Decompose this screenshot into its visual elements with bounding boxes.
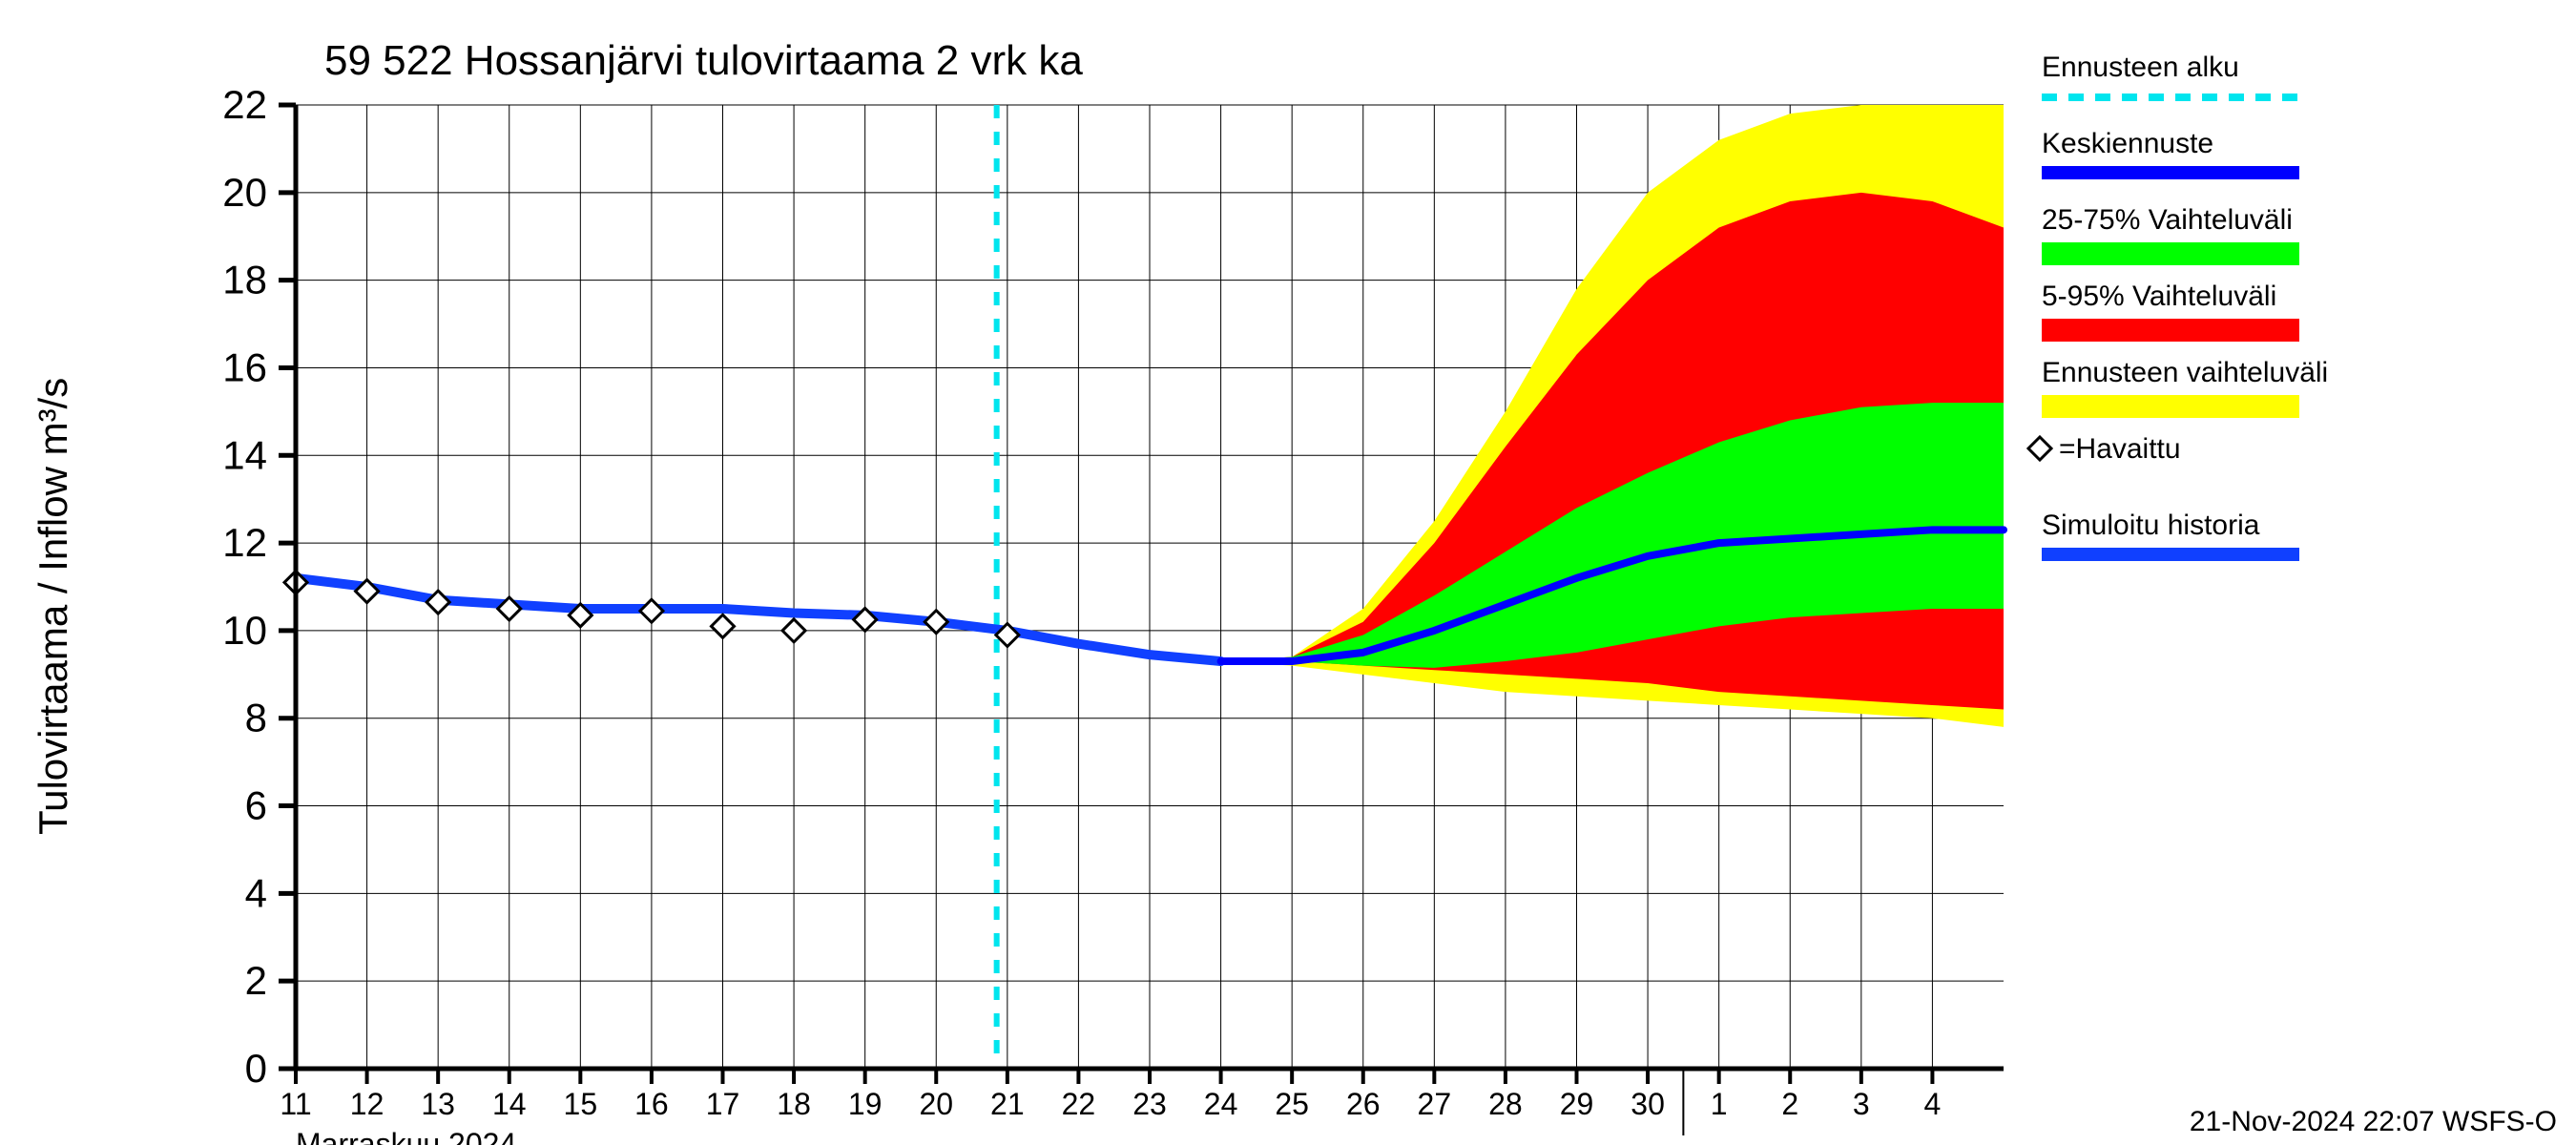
y-tick-label: 22 <box>222 82 267 127</box>
x-tick-label: 23 <box>1132 1087 1167 1121</box>
x-tick-label: 3 <box>1853 1087 1870 1121</box>
x-tick-label: 26 <box>1346 1087 1381 1121</box>
x-tick-label: 15 <box>564 1087 598 1121</box>
x-tick-label: 25 <box>1275 1087 1309 1121</box>
y-tick-label: 2 <box>245 958 267 1003</box>
forecast-bands <box>1221 105 2004 727</box>
x-tick-label: 27 <box>1418 1087 1452 1121</box>
legend-label: 25-75% Vaihteluväli <box>2042 204 2293 236</box>
x-tick-label: 13 <box>421 1087 455 1121</box>
x-tick-label: 11 <box>280 1087 311 1121</box>
x-tick-label: 29 <box>1560 1087 1594 1121</box>
x-tick-label: 17 <box>706 1087 740 1121</box>
observed-marker <box>712 614 735 637</box>
y-tick-label: 6 <box>245 783 267 828</box>
x-tick-label: 22 <box>1062 1087 1096 1121</box>
legend-swatch <box>2042 319 2299 342</box>
legend-diamond-icon <box>2028 437 2051 460</box>
observed-marker <box>924 611 947 634</box>
chart-title: 59 522 Hossanjärvi tulovirtaama 2 vrk ka <box>324 37 1083 84</box>
legend-swatch <box>2042 548 2299 561</box>
y-tick-label: 14 <box>222 432 267 477</box>
chart-svg: 0246810121416182022111213141516171819202… <box>0 0 2576 1145</box>
x-tick-label: 16 <box>634 1087 669 1121</box>
chart-container: 0246810121416182022111213141516171819202… <box>0 0 2576 1145</box>
observed-marker <box>782 619 805 642</box>
legend-label: Simuloitu historia <box>2042 510 2260 541</box>
y-tick-label: 20 <box>222 170 267 215</box>
x-tick-label: 12 <box>350 1087 384 1121</box>
x-tick-label: 30 <box>1631 1087 1665 1121</box>
y-tick-label: 0 <box>245 1046 267 1091</box>
y-tick-label: 4 <box>245 870 267 915</box>
x-tick-label: 4 <box>1924 1087 1942 1121</box>
y-tick-label: 8 <box>245 696 267 740</box>
legend-label: 5-95% Vaihteluväli <box>2042 281 2276 312</box>
x-tick-label: 2 <box>1781 1087 1798 1121</box>
legend-swatch <box>2042 395 2299 418</box>
x-tick-label: 19 <box>848 1087 883 1121</box>
x-tick-label: 18 <box>777 1087 811 1121</box>
x-tick-label: 21 <box>990 1087 1025 1121</box>
x-tick-label: 24 <box>1204 1087 1238 1121</box>
legend-swatch <box>2042 242 2299 265</box>
x-tick-label: 1 <box>1711 1087 1728 1121</box>
x-tick-label: 20 <box>919 1087 953 1121</box>
y-tick-label: 12 <box>222 520 267 565</box>
legend: Ennusteen alku Keskiennuste 25-75% Vaihtel… <box>2028 52 2328 561</box>
y-axis-label: Tulovirtaama / Inflow m³/s <box>31 378 75 835</box>
month-label-fi: Marraskuu 2024 <box>296 1127 516 1145</box>
footer-timestamp: 21-Nov-2024 22:07 WSFS-O <box>2190 1106 2557 1137</box>
y-tick-label: 18 <box>222 258 267 302</box>
legend-label: =Havaittu <box>2059 433 2181 465</box>
x-tick-label: 28 <box>1488 1087 1523 1121</box>
y-tick-label: 16 <box>222 344 267 389</box>
legend-swatch <box>2042 166 2299 179</box>
legend-label: Keskiennuste <box>2042 128 2213 159</box>
x-tick-label: 14 <box>492 1087 527 1121</box>
legend-label: Ennusteen alku <box>2042 52 2239 83</box>
y-tick-label: 10 <box>222 608 267 653</box>
simulated-history-line <box>296 578 1221 661</box>
observed-marker <box>640 599 663 622</box>
legend-label: Ennusteen vaihteluväli <box>2042 357 2328 388</box>
